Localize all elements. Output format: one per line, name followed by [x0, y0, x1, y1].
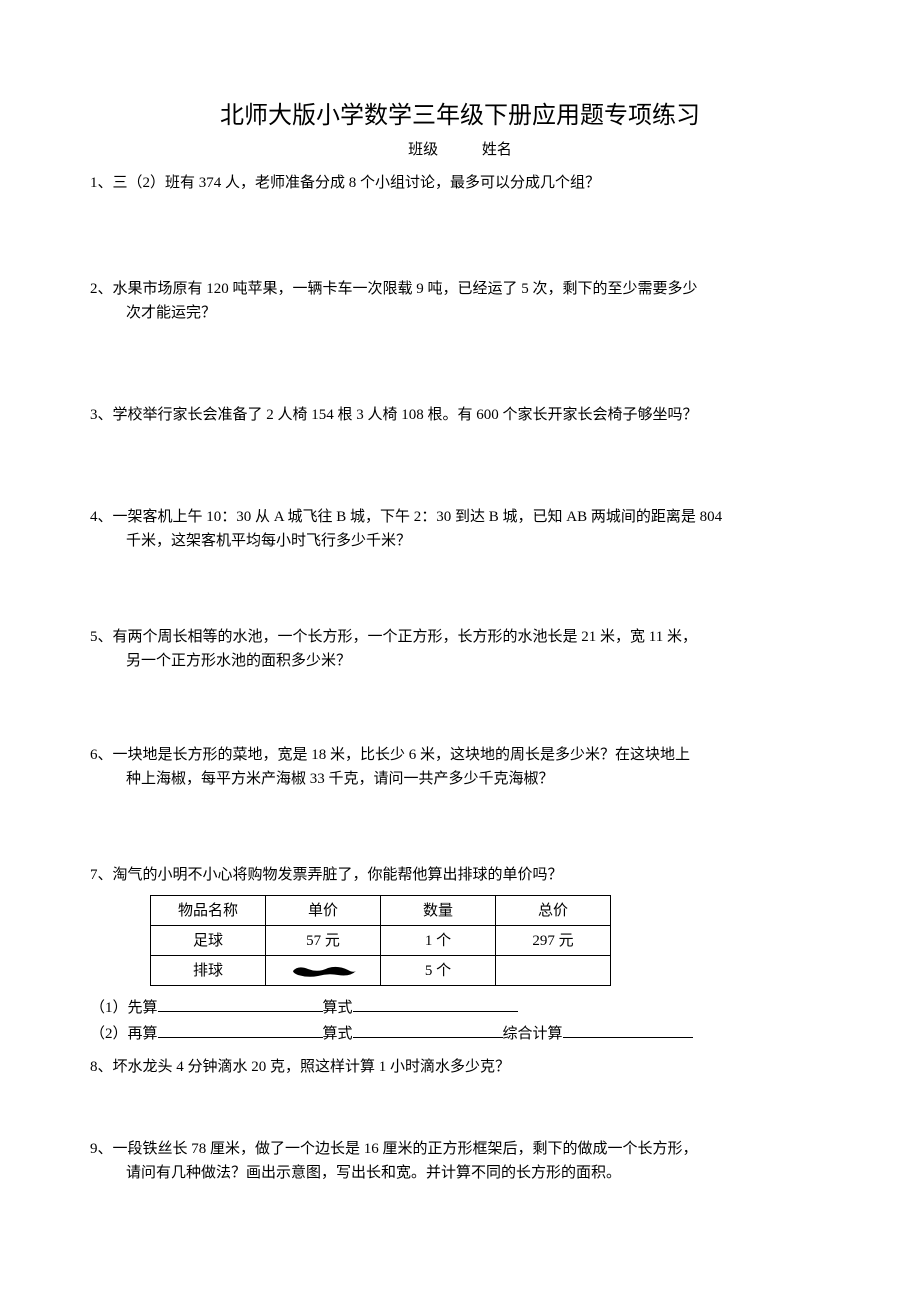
blank-line: [563, 1023, 693, 1038]
question-2-line1: 2、水果市场原有 120 吨苹果，一辆卡车一次限载 9 吨，已经运了 5 次，剩…: [90, 277, 830, 301]
question-5: 5、有两个周长相等的水池，一个长方形，一个正方形，长方形的水池长是 21 米，宽…: [90, 625, 830, 673]
football-total: 297 元: [496, 926, 611, 956]
question-3: 3、学校举行家长会准备了 2 人椅 154 根 3 人椅 108 根。有 600…: [90, 403, 830, 427]
blank-line: [158, 1023, 323, 1038]
question-9: 9、一段铁丝长 78 厘米，做了一个边长是 16 厘米的正方形框架后，剩下的做成…: [90, 1137, 830, 1185]
question-8: 8、坏水龙头 4 分钟滴水 20 克，照这样计算 1 小时滴水多少克？: [90, 1055, 830, 1079]
table-row: 足球 57 元 1 个 297 元: [151, 926, 611, 956]
football-price: 57 元: [266, 926, 381, 956]
volleyball-name: 排球: [151, 956, 266, 986]
question-6-line2: 种上海椒，每平方米产海椒 33 千克，请问一共产多少千克海椒？: [90, 767, 830, 791]
question-4: 4、一架客机上午 10：30 从 A 城飞往 B 城，下午 2：30 到达 B …: [90, 505, 830, 553]
receipt-table-wrap: 物品名称 单价 数量 总价 足球 57 元 1 个 297 元 排球 5 个: [150, 895, 830, 986]
sub-question-2: （2）再算 算式 综合计算: [90, 1022, 830, 1048]
table-header-item: 物品名称: [151, 896, 266, 926]
blank-line: [158, 997, 323, 1012]
table-row: 排球 5 个: [151, 956, 611, 986]
question-3-text: 3、学校举行家长会准备了 2 人椅 154 根 3 人椅 108 根。有 600…: [90, 403, 830, 427]
question-9-line1: 9、一段铁丝长 78 厘米，做了一个边长是 16 厘米的正方形框架后，剩下的做成…: [90, 1137, 830, 1161]
class-label: 班级: [408, 142, 438, 158]
sub1-prefix: （1）先算: [90, 1000, 158, 1016]
question-6: 6、一块地是长方形的菜地，宽是 18 米，比长少 6 米，这块地的周长是多少米？…: [90, 743, 830, 791]
blank-line: [353, 1023, 503, 1038]
question-1-text: 1、三（2）班有 374 人，老师准备分成 8 个小组讨论，最多可以分成几个组？: [90, 171, 830, 195]
sub1-mid: 算式: [323, 1000, 353, 1016]
smudge-icon: [288, 963, 358, 979]
question-7-intro: 7、淘气的小明不小心将购物发票弄脏了，你能帮他算出排球的单价吗？: [90, 863, 830, 887]
receipt-table: 物品名称 单价 数量 总价 足球 57 元 1 个 297 元 排球 5 个: [150, 895, 611, 986]
question-6-line1: 6、一块地是长方形的菜地，宽是 18 米，比长少 6 米，这块地的周长是多少米？…: [90, 743, 830, 767]
volleyball-price-smudged: [266, 956, 381, 986]
question-2-line2: 次才能运完？: [90, 301, 830, 325]
subtitle-row: 班级 姓名: [90, 138, 830, 159]
page-title: 北师大版小学数学三年级下册应用题专项练习: [90, 95, 830, 130]
question-7: 7、淘气的小明不小心将购物发票弄脏了，你能帮他算出排球的单价吗？ 物品名称 单价…: [90, 863, 830, 1047]
volleyball-qty: 5 个: [381, 956, 496, 986]
football-name: 足球: [151, 926, 266, 956]
question-4-line2: 千米，这架客机平均每小时飞行多少千米？: [90, 529, 830, 553]
question-8-text: 8、坏水龙头 4 分钟滴水 20 克，照这样计算 1 小时滴水多少克？: [90, 1055, 830, 1079]
sub-question-1: （1）先算 算式: [90, 996, 830, 1022]
table-header-qty: 数量: [381, 896, 496, 926]
sub2-mid: 算式: [323, 1026, 353, 1042]
football-qty: 1 个: [381, 926, 496, 956]
table-header-price: 单价: [266, 896, 381, 926]
question-9-line2: 请问有几种做法？画出示意图，写出长和宽。并计算不同的长方形的面积。: [90, 1161, 830, 1185]
table-header-total: 总价: [496, 896, 611, 926]
blank-line: [353, 997, 518, 1012]
volleyball-total: [496, 956, 611, 986]
question-2: 2、水果市场原有 120 吨苹果，一辆卡车一次限载 9 吨，已经运了 5 次，剩…: [90, 277, 830, 325]
question-5-line1: 5、有两个周长相等的水池，一个长方形，一个正方形，长方形的水池长是 21 米，宽…: [90, 625, 830, 649]
question-1: 1、三（2）班有 374 人，老师准备分成 8 个小组讨论，最多可以分成几个组？: [90, 171, 830, 195]
sub2-tail: 综合计算: [503, 1026, 563, 1042]
table-row: 物品名称 单价 数量 总价: [151, 896, 611, 926]
sub2-prefix: （2）再算: [90, 1026, 158, 1042]
question-5-line2: 另一个正方形水池的面积多少米？: [90, 649, 830, 673]
name-label: 姓名: [482, 142, 512, 158]
question-4-line1: 4、一架客机上午 10：30 从 A 城飞往 B 城，下午 2：30 到达 B …: [90, 505, 830, 529]
